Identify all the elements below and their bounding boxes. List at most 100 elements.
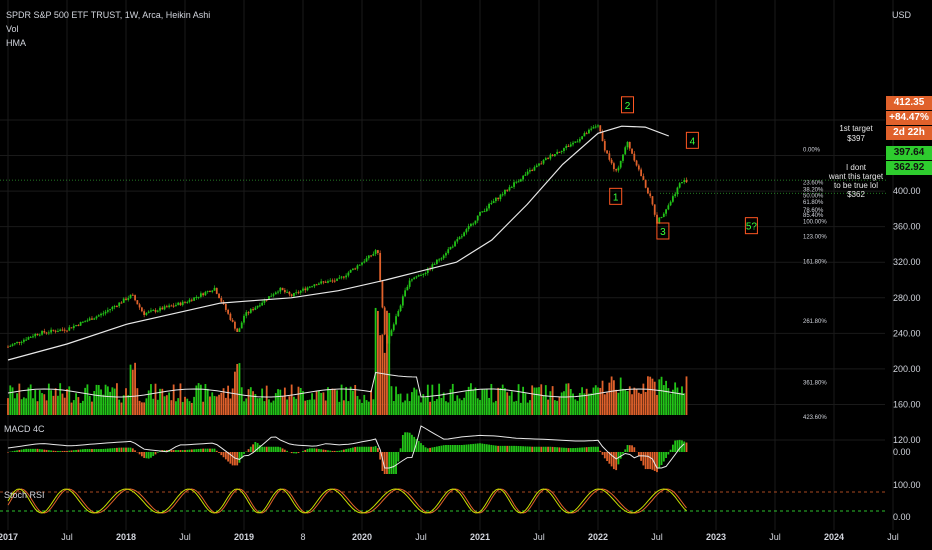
macd-bar [7, 452, 9, 453]
stoch-rsi-label[interactable]: Stoch RSI [4, 490, 45, 500]
volume-bar [656, 394, 658, 415]
volume-bar [615, 389, 618, 415]
candle [553, 154, 556, 157]
candle [36, 333, 39, 335]
candle [270, 295, 273, 297]
volume-bar [458, 398, 461, 415]
macd-bar [617, 452, 620, 465]
volume-bar [460, 400, 463, 415]
candle [263, 299, 266, 303]
volume-bar [608, 382, 611, 415]
volume-bar [517, 384, 520, 415]
macd-bar [567, 448, 570, 452]
volume-bar [172, 384, 175, 415]
candle [669, 201, 672, 206]
volume-bar [131, 369, 134, 415]
volume-bar [356, 395, 359, 415]
candle [517, 181, 520, 183]
volume-bar [551, 386, 554, 415]
candle [154, 310, 157, 312]
price-axis[interactable]: USD480.00440.00400.00360.00320.00280.002… [892, 10, 921, 522]
stoch-k-line [7, 488, 687, 514]
candle [479, 211, 481, 216]
macd-bar [261, 446, 264, 452]
candle [22, 339, 25, 342]
candle [488, 203, 490, 209]
macd-bar [504, 445, 506, 452]
time-tick: Jul [769, 532, 781, 542]
wave-label: 3 [660, 227, 666, 238]
candle [193, 297, 195, 301]
macd-bar [472, 443, 475, 452]
volume-bar [57, 395, 59, 415]
volume-bar [120, 402, 123, 415]
volume-bar [125, 388, 127, 415]
volume-bar [433, 400, 436, 415]
macd-label[interactable]: MACD 4C [4, 424, 45, 434]
candle [660, 216, 663, 218]
candle [122, 298, 125, 303]
volume-bar [567, 383, 570, 415]
volume-bar [633, 387, 636, 415]
volume-bar [91, 401, 93, 415]
candle [145, 312, 148, 315]
macd-bar [297, 452, 300, 453]
macd-bar [565, 447, 568, 452]
volume-bar [508, 395, 511, 415]
macd-bar [122, 447, 125, 452]
volume-bar [442, 392, 445, 415]
wave-label: 5? [746, 222, 758, 233]
time-axis[interactable]: 2017 Jul 2018 Jul 2019 8 2020 Jul 2021 Jul 2022 Jul… [0, 532, 899, 542]
macd-bar [497, 445, 500, 452]
candle [211, 290, 214, 292]
macd-bar [524, 446, 527, 452]
volume-bar [526, 402, 529, 415]
candle [658, 217, 661, 224]
macd-bar [390, 452, 393, 474]
volume-bar [104, 384, 107, 415]
candle [159, 307, 161, 311]
volume-bar [168, 392, 171, 415]
volume-bar [29, 384, 32, 415]
volume-bar [606, 392, 608, 415]
macd-bar [490, 444, 493, 452]
candle [442, 255, 445, 259]
candle [383, 307, 386, 335]
macd-bar [551, 446, 554, 452]
macd-bar [170, 450, 173, 452]
volume-bar [190, 402, 193, 415]
fib-retracement: 0.00% 23.60%38.20%50.00%61.80% 78.60%85.40… [0, 147, 886, 421]
candle [454, 241, 456, 247]
hma-indicator-label[interactable]: HMA [6, 38, 26, 48]
macd-bar [463, 444, 466, 452]
volume-ma [7, 371, 685, 398]
candle [111, 306, 114, 310]
candle [254, 307, 257, 310]
volume-bar [113, 388, 116, 415]
vol-indicator-label[interactable]: Vol [6, 24, 19, 34]
candle [526, 171, 529, 175]
time-tick: Jul [415, 532, 427, 542]
macd-bar [386, 452, 388, 474]
volume-bar [395, 386, 397, 415]
macd-bar [234, 452, 236, 466]
macd-bar [227, 452, 230, 462]
macd-bar [640, 452, 643, 461]
macd-bar [172, 450, 175, 452]
volume-bar [154, 383, 157, 415]
candle [653, 204, 656, 215]
volume-bar [288, 396, 291, 415]
macd-bar [558, 447, 561, 452]
macd-bar [184, 450, 186, 452]
volume-bar [549, 391, 552, 415]
volume-bar [515, 400, 518, 415]
macd-bar [447, 445, 450, 452]
candle [236, 328, 239, 332]
candle [313, 284, 316, 287]
candle [560, 150, 563, 152]
candle [492, 201, 495, 204]
volume-bar [315, 391, 318, 415]
time-tick: Jul [887, 532, 899, 542]
volume-bar [195, 385, 198, 415]
